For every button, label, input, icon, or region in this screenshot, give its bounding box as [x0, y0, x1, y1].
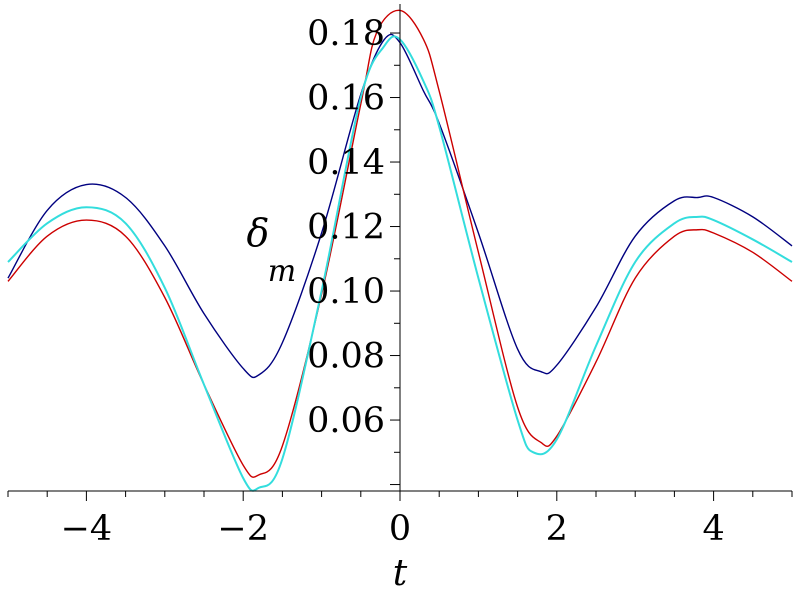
y-axis-label-subscript: m — [268, 254, 296, 289]
y-tick-label: 0.14 — [307, 143, 385, 183]
y-tick-label: 0.08 — [307, 337, 385, 377]
x-axis-label: t — [393, 553, 408, 594]
tick-labels: −4 −2 0 2 4 0.06 0.08 0.10 0.12 0.14 0.16 0.18 — [61, 14, 725, 549]
y-tick-label: 0.16 — [307, 79, 385, 119]
series-line-2 — [7, 9, 793, 478]
x-tick-label: 4 — [702, 509, 724, 549]
x-tick-label: 0 — [389, 509, 411, 549]
y-tick-label: 0.10 — [307, 272, 385, 312]
x-tick-label: 2 — [546, 509, 568, 549]
ticks — [7, 32, 793, 501]
series-line-1 — [7, 33, 793, 379]
x-tick-label: −4 — [61, 509, 113, 549]
y-axis-label-symbol: δ — [247, 211, 270, 255]
y-tick-label: 0.06 — [307, 401, 385, 441]
axes — [8, 4, 792, 492]
y-tick-label: 0.12 — [307, 208, 385, 248]
curves — [7, 9, 793, 492]
x-tick-label: −2 — [217, 509, 269, 549]
series-line-3 — [7, 35, 793, 492]
y-tick-label: 0.18 — [307, 14, 385, 54]
